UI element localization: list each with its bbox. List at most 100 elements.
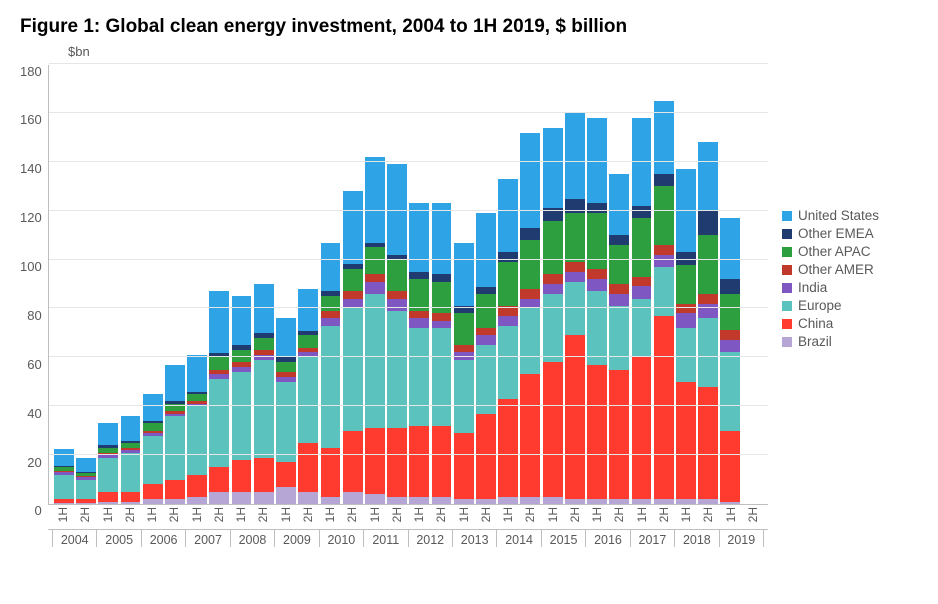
bar-segment-us xyxy=(76,458,96,473)
bar-segment-india xyxy=(676,313,696,328)
bar-segment-brazil xyxy=(387,497,407,504)
bar xyxy=(520,133,540,505)
x-tick-year: 2019 xyxy=(720,530,764,547)
bar xyxy=(98,423,118,504)
bar-segment-europe xyxy=(520,308,540,374)
bar-segment-india xyxy=(476,335,496,345)
legend-item-us: United States xyxy=(782,208,879,223)
x-axis-half-labels: 1H2H1H2H1H2H1H2H1H2H1H2H1H2H1H2H1H2H1H2H… xyxy=(48,507,768,527)
bars-layer xyxy=(49,65,768,504)
bar-segment-china xyxy=(98,492,118,502)
bar-segment-apac xyxy=(720,294,740,331)
bar-segment-emea xyxy=(565,199,585,214)
y-axis-labels: 180160140120100806040200 xyxy=(20,65,48,505)
gridline xyxy=(49,454,768,455)
bar-segment-us xyxy=(232,296,252,345)
bar-segment-china xyxy=(565,335,585,499)
bar xyxy=(321,243,341,504)
bar xyxy=(432,203,452,504)
x-tick-year: 2014 xyxy=(497,530,541,547)
bar-segment-china xyxy=(698,387,718,499)
bar-segment-india xyxy=(587,279,607,291)
x-tick-half: 1H xyxy=(497,507,519,527)
bar-segment-brazil xyxy=(298,492,318,504)
bar-segment-apac xyxy=(698,235,718,294)
bar-segment-emea xyxy=(520,228,540,240)
bar-segment-amer xyxy=(520,289,540,299)
bar-segment-apac xyxy=(365,247,385,274)
x-tick-half: 2H xyxy=(252,507,274,527)
bar-segment-india xyxy=(565,272,585,282)
bar-segment-europe xyxy=(498,326,518,399)
bar xyxy=(387,164,407,504)
bar-segment-brazil xyxy=(498,497,518,504)
gridline xyxy=(49,63,768,64)
bar-segment-india xyxy=(498,316,518,326)
bar-segment-us xyxy=(54,449,74,466)
bar-segment-amer xyxy=(321,311,341,318)
legend-label: Other EMEA xyxy=(798,226,874,241)
bar-segment-europe xyxy=(187,406,207,474)
bar-segment-india xyxy=(698,304,718,319)
bar-segment-europe xyxy=(454,360,474,433)
bar-segment-apac xyxy=(209,357,229,369)
bar xyxy=(254,284,274,504)
x-tick-half: 1H xyxy=(52,507,74,527)
bar xyxy=(698,142,718,504)
bar-segment-us xyxy=(676,169,696,252)
x-tick-half: 2H xyxy=(430,507,452,527)
bar-segment-brazil xyxy=(698,499,718,504)
bar-segment-brazil xyxy=(654,499,674,504)
bar-segment-amer xyxy=(387,291,407,298)
bar xyxy=(343,191,363,504)
x-tick-half: 2H xyxy=(297,507,319,527)
bar-segment-china xyxy=(409,426,429,497)
plot-area: 180160140120100806040200 xyxy=(20,65,768,505)
bar-segment-us xyxy=(165,365,185,402)
gridline xyxy=(49,112,768,113)
bar-segment-brazil xyxy=(365,494,385,504)
bar-segment-europe xyxy=(276,382,296,463)
x-tick-half: 1H xyxy=(275,507,297,527)
bar-segment-china xyxy=(254,458,274,492)
bar-segment-emea xyxy=(498,252,518,262)
gridline xyxy=(49,307,768,308)
bar-segment-apac xyxy=(298,335,318,347)
bar-segment-europe xyxy=(343,308,363,430)
bar xyxy=(720,218,740,504)
bar xyxy=(54,449,74,504)
bar-segment-china xyxy=(365,428,385,494)
bar-segment-apac xyxy=(587,213,607,269)
bar-segment-china xyxy=(121,492,141,502)
bar-segment-apac xyxy=(520,240,540,289)
bar-segment-emea xyxy=(409,272,429,279)
x-tick-year: 2008 xyxy=(231,530,275,547)
bar-segment-china xyxy=(209,467,229,491)
x-tick-year: 2015 xyxy=(542,530,586,547)
x-tick-half: 2H xyxy=(208,507,230,527)
gridline xyxy=(49,210,768,211)
legend-item-amer: Other AMER xyxy=(782,262,879,277)
x-tick-year: 2007 xyxy=(186,530,230,547)
bar-segment-brazil xyxy=(565,499,585,504)
bar-segment-india xyxy=(432,321,452,328)
bar-segment-india xyxy=(387,299,407,311)
x-tick-year: 2011 xyxy=(364,530,408,547)
bar-segment-brazil xyxy=(143,499,163,504)
x-tick-year: 2010 xyxy=(320,530,364,547)
bar-segment-apac xyxy=(609,245,629,284)
bar xyxy=(165,365,185,504)
bar-segment-china xyxy=(676,382,696,499)
bar-segment-brazil xyxy=(209,492,229,504)
bar-segment-europe xyxy=(298,357,318,443)
legend-item-india: India xyxy=(782,280,879,295)
bar-segment-china xyxy=(632,357,652,499)
bar-segment-us xyxy=(632,118,652,206)
bar-segment-brazil xyxy=(609,499,629,504)
x-tick-year: 2016 xyxy=(586,530,630,547)
legend-swatch xyxy=(782,265,792,275)
legend-swatch xyxy=(782,247,792,257)
legend-label: Other AMER xyxy=(798,262,874,277)
legend-swatch xyxy=(782,301,792,311)
bar-segment-apac xyxy=(254,338,274,350)
